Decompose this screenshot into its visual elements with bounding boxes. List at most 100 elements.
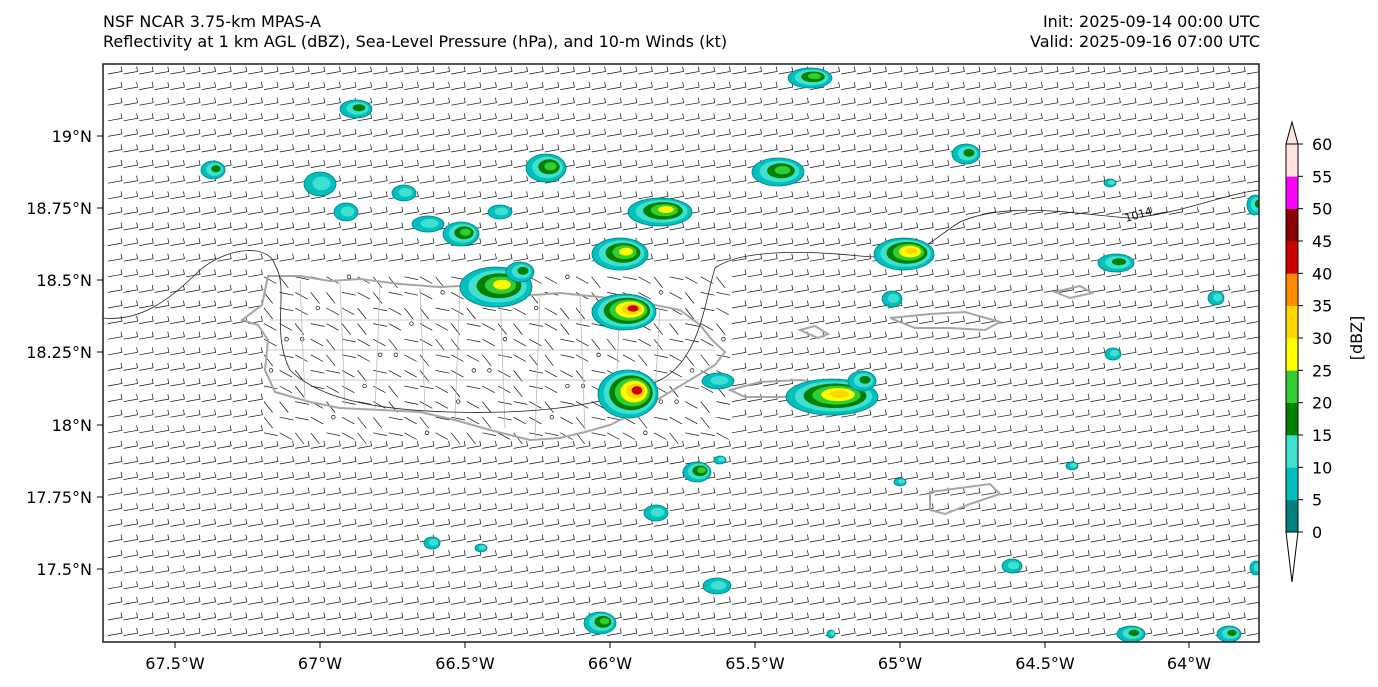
- calm-wind-circle: [393, 352, 398, 357]
- calm-wind-circle: [331, 415, 336, 420]
- colorbar-segment: [1286, 144, 1298, 177]
- calm-wind-circle: [440, 290, 445, 295]
- lon-tick-label: 66.5°W: [435, 654, 495, 673]
- calm-wind-circle: [565, 383, 570, 389]
- init-time: Init: 2025-09-14 00:00 UTC: [1042, 12, 1260, 31]
- calm-wind-circle: [268, 368, 274, 373]
- colorbar-segment: [1286, 305, 1298, 339]
- reflectivity-contour: [1108, 180, 1115, 185]
- isobar-west: [103, 189, 1259, 413]
- colorbar-segment: [1286, 370, 1298, 403]
- reflectivity-cell: [751, 157, 805, 187]
- reflectivity-contour: [898, 479, 905, 484]
- reflectivity-cell: [1001, 558, 1023, 574]
- reflectivity-cell: [423, 536, 441, 550]
- puerto-rico-municipal-lines: [268, 279, 715, 439]
- lat-tick-label: 17.5°N: [36, 560, 92, 579]
- reflectivity-contour: [599, 617, 610, 625]
- colorbar-ticks: 0 5 10 15 20 25 30 35 40 45 50 55 60: [1298, 135, 1332, 542]
- colorbar-tick-label: 45: [1312, 232, 1332, 251]
- calm-wind-circle: [284, 337, 289, 342]
- st-croix-coastline: [929, 482, 1002, 516]
- reflectivity-contour: [1212, 293, 1223, 302]
- reflectivity-contour: [1109, 350, 1120, 357]
- lon-tick-label: 64.5°W: [1015, 654, 1075, 673]
- reflectivity-contour: [697, 467, 706, 474]
- calm-wind-circle: [487, 368, 492, 373]
- reflectivity-contour: [352, 104, 366, 112]
- colorbar-tick-label: 40: [1312, 264, 1332, 283]
- reflectivity-contour: [398, 187, 413, 197]
- calm-wind-circle: [690, 368, 695, 373]
- lat-tick-label: 18°N: [52, 416, 92, 435]
- reflectivity-contour: [627, 305, 639, 312]
- reflectivity-contour: [340, 206, 355, 217]
- reflectivity-contour: [774, 165, 791, 175]
- reflectivity-cell: [591, 237, 649, 271]
- lat-tick-label: 18.5°N: [36, 271, 92, 290]
- reflectivity-contour: [830, 390, 849, 398]
- reflectivity-contour: [494, 207, 509, 216]
- reflectivity-cell: [391, 184, 417, 202]
- colorbar-tick-label: 55: [1312, 167, 1332, 186]
- reflectivity-contour: [963, 148, 975, 157]
- reflectivity-contour: [1254, 563, 1259, 572]
- calm-wind-circle: [658, 290, 664, 295]
- latitude-axis: 19°N 18.75°N 18.5°N 18.25°N 18°N 17.75°N…: [26, 127, 103, 579]
- reflectivity-cell: [487, 204, 513, 220]
- reflectivity-cell: [333, 202, 359, 222]
- reflectivity-cell: [787, 67, 833, 89]
- reflectivity-contour: [650, 507, 665, 517]
- reflectivity-cell: [643, 504, 669, 522]
- calm-wind-circle: [534, 305, 539, 311]
- calm-wind-circle: [409, 321, 414, 326]
- reflectivity-contour: [710, 375, 729, 385]
- reflectivity-cell: [474, 543, 488, 553]
- reflectivity-cell: [702, 577, 732, 595]
- lat-tick-label: 19°N: [52, 127, 92, 146]
- colorbar-tick-label: 10: [1312, 458, 1332, 477]
- reflectivity-cell: [1065, 461, 1079, 471]
- map-frame: [102, 63, 1260, 643]
- reflectivity-cell: [1116, 625, 1146, 642]
- plot-title-left: NSF NCAR 3.75-km MPAS-A Reflectivity at …: [103, 12, 727, 52]
- lat-tick-label: 18.25°N: [26, 343, 92, 362]
- lat-tick-label: 18.75°N: [26, 199, 92, 218]
- reflectivity-cell: [411, 215, 445, 233]
- reflectivity-cell: [597, 369, 659, 419]
- plot-title-right: Init: 2025-09-14 00:00 UTC Valid: 2025-0…: [1030, 12, 1260, 52]
- reflectivity-cell: [1216, 625, 1242, 642]
- colorbar-tick-label: 60: [1312, 135, 1332, 154]
- calm-wind-circle: [378, 352, 383, 357]
- colorbar-segment: [1286, 273, 1298, 306]
- reflectivity-cell: [525, 153, 567, 183]
- reflectivity-cell: [627, 197, 693, 227]
- reflectivity-contour: [1007, 561, 1020, 570]
- reflectivity-cell: [1249, 560, 1259, 576]
- colorbar-segment: [1286, 208, 1298, 242]
- colorbar-tick-label: 50: [1312, 200, 1332, 219]
- reflectivity-cell: [893, 477, 907, 487]
- colorbar-tick-label: 25: [1312, 361, 1332, 380]
- colorbar-segment: [1286, 435, 1298, 468]
- calm-wind-circle: [658, 399, 664, 404]
- calm-wind-circle: [362, 383, 367, 389]
- reflectivity-contour: [830, 631, 835, 636]
- colorbar: 0 5 10 15 20 25 30 35 40 45 50 55 60 [dBZ]: [1285, 120, 1366, 583]
- reflectivity-contour: [1227, 629, 1237, 636]
- reflectivity-contour: [710, 580, 727, 590]
- calm-wind-circle: [565, 274, 570, 279]
- reflectivity-cell: [1104, 347, 1122, 361]
- model-name: NSF NCAR 3.75-km MPAS-A: [103, 12, 321, 31]
- reflectivity-contour: [420, 218, 439, 228]
- reflectivity-cell: [200, 160, 226, 180]
- reflectivity-cell: [713, 455, 727, 465]
- calm-wind-circle: [549, 415, 554, 420]
- lon-tick-label: 65.5°W: [725, 654, 785, 673]
- field-description: Reflectivity at 1 km AGL (dBZ), Sea-Leve…: [103, 32, 728, 51]
- colorbar-max-extension: [1285, 120, 1299, 145]
- colorbar-segment: [1286, 241, 1298, 274]
- reflectivity-cell: [881, 290, 903, 308]
- reflectivity-cell: [847, 370, 877, 392]
